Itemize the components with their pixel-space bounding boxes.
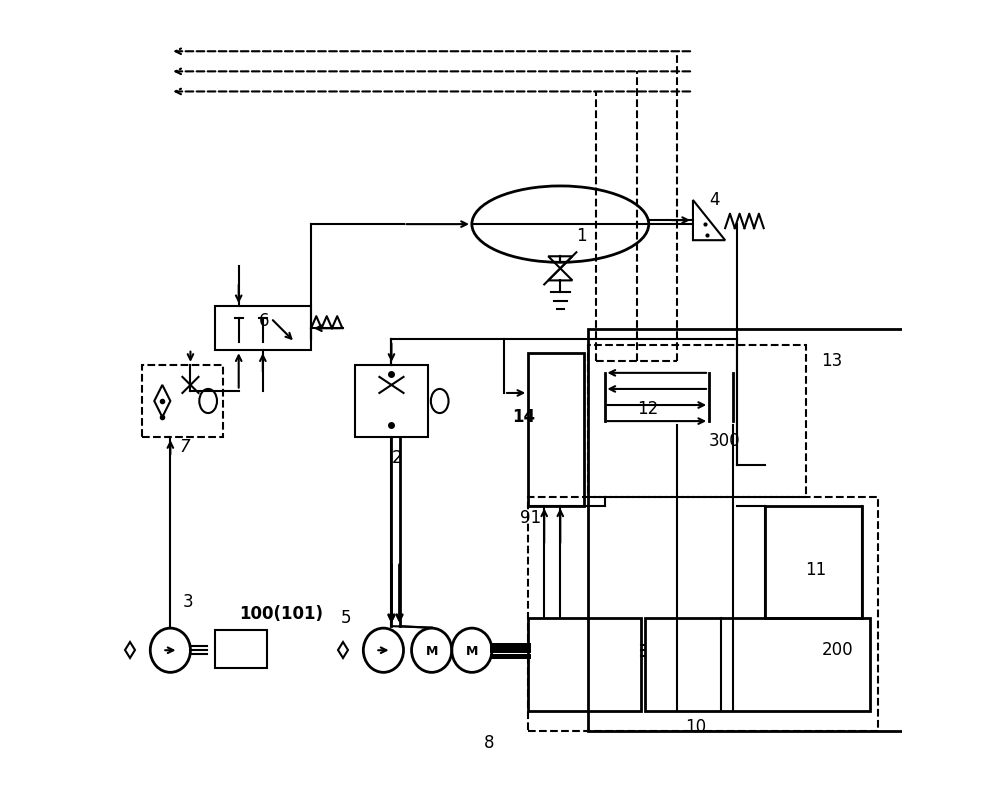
Text: 91: 91 bbox=[520, 508, 541, 526]
Text: 100(101): 100(101) bbox=[239, 605, 323, 622]
Text: 6: 6 bbox=[259, 312, 269, 329]
Text: 4: 4 bbox=[709, 191, 720, 209]
Text: 8: 8 bbox=[484, 733, 494, 751]
Text: 300: 300 bbox=[709, 432, 741, 450]
Bar bbox=[215, 630, 267, 668]
Bar bbox=[215, 307, 311, 351]
Text: 13: 13 bbox=[822, 352, 843, 369]
Bar bbox=[588, 345, 806, 498]
Text: M: M bbox=[425, 644, 438, 657]
Text: 2: 2 bbox=[391, 448, 402, 466]
Bar bbox=[645, 618, 870, 711]
Bar bbox=[528, 353, 584, 506]
Bar bbox=[528, 498, 878, 731]
Text: 5: 5 bbox=[341, 609, 351, 626]
Bar bbox=[528, 618, 641, 711]
Text: 7: 7 bbox=[180, 438, 190, 455]
Bar bbox=[355, 365, 428, 438]
Text: M: M bbox=[466, 644, 478, 657]
Text: 3: 3 bbox=[182, 593, 193, 610]
Text: 14: 14 bbox=[512, 408, 535, 426]
Text: 1: 1 bbox=[576, 227, 587, 245]
Text: 12: 12 bbox=[637, 400, 658, 418]
Bar bbox=[588, 329, 938, 731]
Text: 11: 11 bbox=[806, 560, 827, 578]
Bar bbox=[765, 506, 862, 618]
Bar bbox=[142, 365, 223, 438]
Text: 200: 200 bbox=[822, 641, 853, 658]
Text: 10: 10 bbox=[685, 717, 706, 735]
